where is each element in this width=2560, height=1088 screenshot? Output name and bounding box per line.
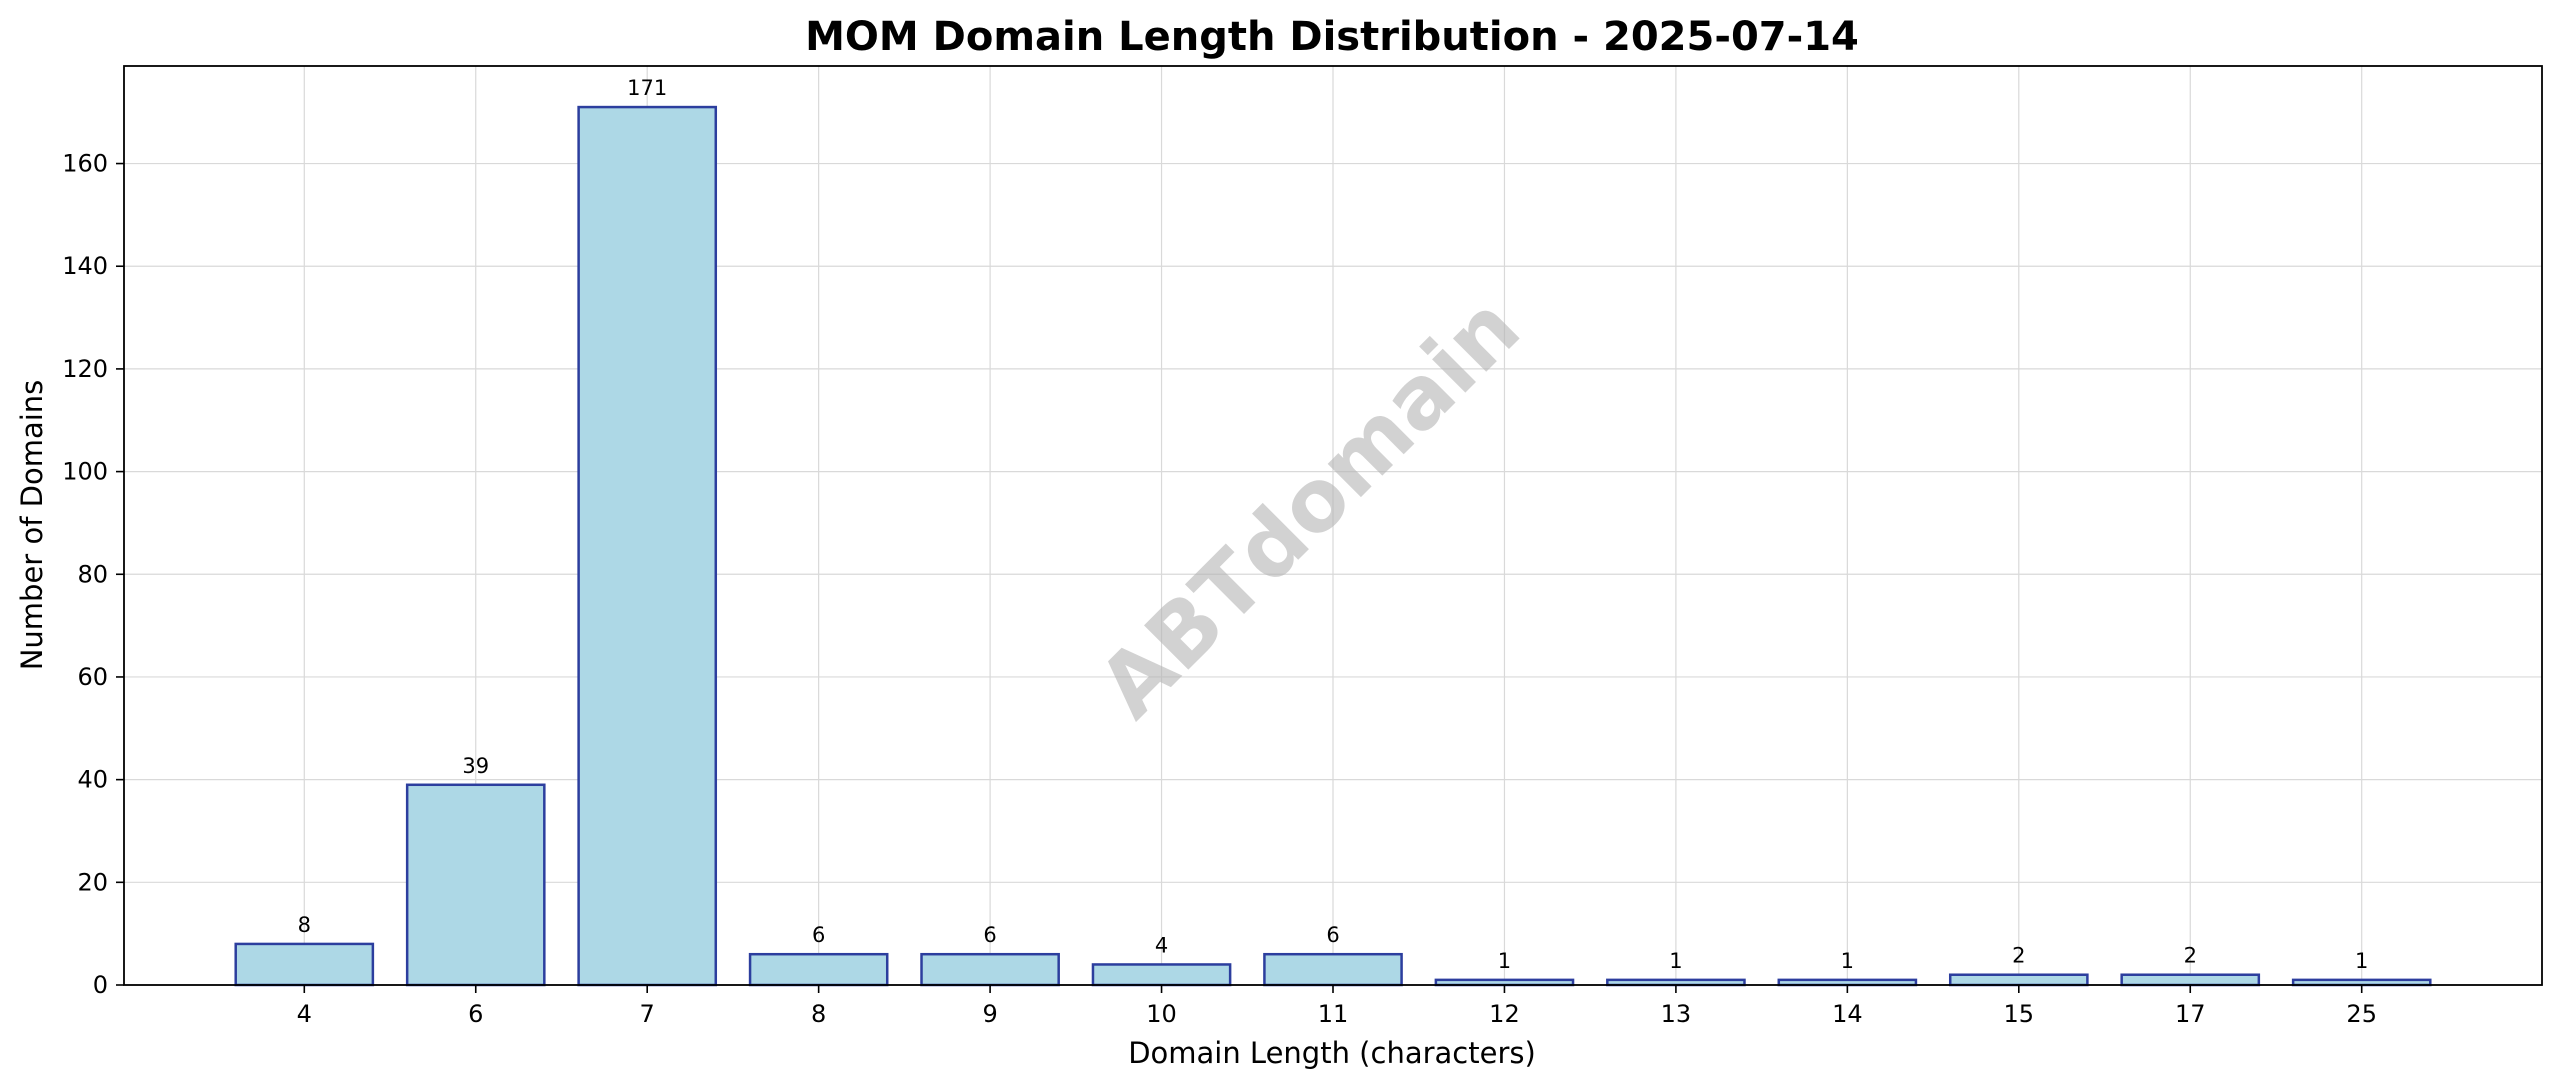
data-label-7: 171 [627,76,667,100]
x-tick-label-12: 12 [1489,1000,1520,1028]
x-tick-label-17: 17 [2175,1000,2206,1028]
y-axis-label: Number of Domains [15,380,49,671]
data-labels: 8 39 171 6 6 4 6 1 1 1 2 2 1 [298,76,2369,973]
data-label-15: 2 [2012,944,2025,968]
x-tick-label-13: 13 [1661,1000,1692,1028]
x-axis-label: Domain Length (characters) [1128,1036,1536,1070]
bar-9 [920,952,1060,987]
bar-11 [1263,952,1403,987]
y-tick-label: 160 [62,150,108,178]
data-label-13: 1 [1669,949,1682,973]
y-tick-label: 40 [77,766,108,794]
x-tick-label-11: 11 [1318,1000,1349,1028]
bar-6 [405,783,546,987]
x-tick-label-9: 9 [982,1000,997,1028]
x-tick-label-10: 10 [1146,1000,1177,1028]
y-tick-label: 120 [62,355,108,383]
x-tick-label-8: 8 [811,1000,826,1028]
data-label-11: 6 [1326,923,1339,947]
data-label-4: 8 [298,913,311,937]
data-label-14: 1 [1841,949,1854,973]
x-tick-label-7: 7 [640,1000,655,1028]
data-label-25: 1 [2355,949,2368,973]
y-axis-ticks: 0 20 40 60 80 100 120 140 160 [62,150,124,999]
y-tick-label: 60 [77,663,108,691]
x-tick-label-6: 6 [468,1000,483,1028]
x-axis-ticks: 4 6 7 8 9 10 11 12 13 14 15 17 25 [297,985,2377,1028]
bar-7 [577,105,718,987]
y-tick-label: 100 [62,458,108,486]
bar-17 [2120,973,2261,987]
chart-title: MOM Domain Length Distribution - 2025-07… [805,14,1859,60]
y-tick-label: 20 [77,868,108,896]
data-label-10: 4 [1155,933,1168,957]
bar-10 [1091,963,1232,987]
bar-4 [234,942,375,987]
data-label-8: 6 [812,923,825,947]
data-label-9: 6 [983,923,996,947]
data-label-12: 1 [1498,949,1511,973]
x-tick-label-14: 14 [1832,1000,1863,1028]
y-tick-label: 80 [77,560,108,588]
data-label-17: 2 [2184,944,2197,968]
data-label-6: 39 [462,754,489,778]
watermark-text: ABTdomain [1080,278,1539,737]
x-tick-label-4: 4 [297,1000,312,1028]
x-tick-label-15: 15 [2004,1000,2035,1028]
bar-15 [1948,973,2089,987]
bars [234,105,2432,987]
bar-8 [748,952,889,987]
y-tick-label: 0 [93,971,108,999]
x-tick-label-25: 25 [2346,1000,2377,1028]
y-tick-label: 140 [62,252,108,280]
